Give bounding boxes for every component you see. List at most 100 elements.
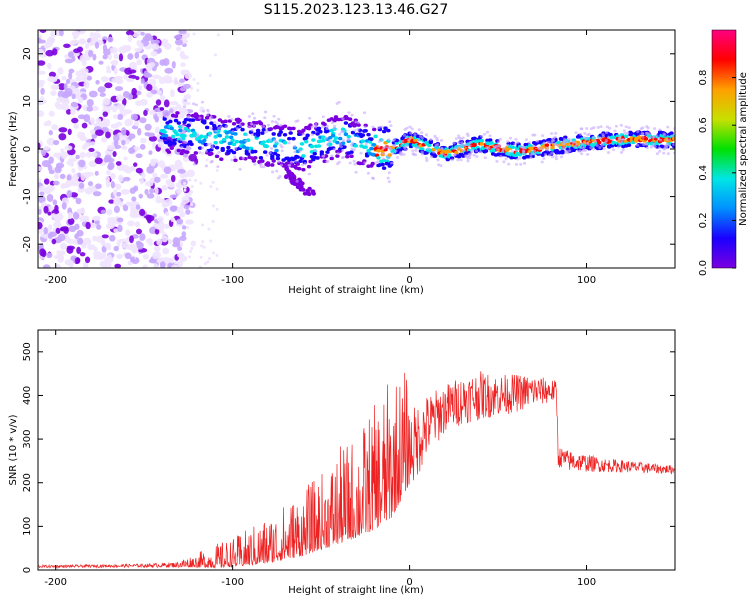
spectrogram-cell bbox=[211, 146, 215, 150]
spectrogram-cell bbox=[338, 132, 342, 136]
spectrogram-cell bbox=[61, 97, 70, 106]
spectrogram-cell bbox=[363, 125, 367, 129]
spectrogram-cell bbox=[200, 244, 204, 248]
spectrogram-cell bbox=[113, 205, 120, 214]
spectrogram-cell bbox=[53, 180, 60, 186]
spectrogram-cell bbox=[436, 158, 440, 162]
spectrogram-cell bbox=[83, 80, 90, 89]
spectrogram-cell bbox=[113, 134, 120, 142]
spectrogram-cell bbox=[652, 142, 656, 146]
colorbar-tick-label: 0.4 bbox=[698, 165, 709, 181]
spectrogram-cell bbox=[39, 248, 46, 257]
spectrogram-cell bbox=[352, 159, 356, 163]
spectrogram-cell bbox=[586, 142, 590, 146]
spectrogram-cell bbox=[659, 138, 663, 142]
spectrogram-cell bbox=[453, 147, 458, 150]
spectrogram-cell bbox=[93, 255, 102, 260]
spectrogram-cell bbox=[459, 158, 463, 162]
spectrogram-cell bbox=[410, 127, 414, 131]
spectrogram-cell bbox=[145, 73, 153, 78]
spectrogram-cell bbox=[83, 114, 91, 123]
spectrogram-cell bbox=[167, 181, 176, 188]
spectrogram-cell bbox=[364, 142, 368, 146]
spectrogram-cell bbox=[174, 160, 183, 168]
spectrogram-cell bbox=[41, 148, 47, 157]
colorbar-tick-label: 0.8 bbox=[698, 70, 709, 86]
spectrogram-cell bbox=[178, 128, 183, 133]
spectrogram-cell bbox=[663, 133, 667, 137]
spectrogram-cell bbox=[78, 159, 86, 168]
spectrogram-cell bbox=[231, 121, 237, 126]
spectrogram-cell bbox=[485, 130, 490, 134]
spectrogram-cell bbox=[139, 117, 147, 124]
spectrogram-cell bbox=[524, 138, 529, 142]
spectrogram-cell bbox=[132, 31, 139, 38]
spectrogram-cell bbox=[252, 124, 256, 127]
spectrogram-cell bbox=[414, 149, 418, 152]
spectrogram-cell bbox=[122, 134, 128, 140]
spectrogram-cell bbox=[363, 161, 367, 165]
spectrogram-cell bbox=[600, 143, 604, 147]
spectrogram-cell bbox=[306, 164, 312, 169]
spectrogram-cell bbox=[268, 138, 272, 142]
spectrogram-cell bbox=[72, 211, 80, 220]
spectrogram-cell bbox=[38, 185, 47, 192]
spectrogram-cell bbox=[386, 176, 390, 180]
spectrogram-cell bbox=[130, 113, 139, 121]
spectrogram-cell bbox=[189, 249, 193, 253]
snr-y-label: SNR (10 * v/v) bbox=[8, 414, 19, 485]
spectrogram-cell bbox=[624, 125, 628, 129]
spectrogram-cell bbox=[114, 199, 119, 206]
spectrogram-cell bbox=[483, 156, 487, 160]
spectrogram-cell bbox=[152, 74, 161, 80]
spectrogram-cell bbox=[202, 138, 207, 143]
spectrogram-cell bbox=[475, 155, 479, 158]
spectrogram-cell bbox=[46, 137, 56, 146]
spectrogram-cell bbox=[54, 204, 59, 212]
spectrogram-cell bbox=[605, 131, 609, 134]
spectrogram-cell bbox=[310, 133, 314, 137]
spectrogram-cell bbox=[134, 221, 141, 228]
spectrogram-cell bbox=[194, 158, 199, 165]
spectrogram-cell bbox=[324, 136, 328, 140]
spectrogram-cell bbox=[516, 157, 520, 161]
spectrogram-cell bbox=[309, 144, 315, 149]
spectrogram-cell bbox=[162, 117, 167, 121]
spectrogram-cell bbox=[181, 196, 190, 205]
spectrogram-cell bbox=[144, 33, 152, 38]
spectrogram-cell bbox=[75, 197, 82, 205]
spectrogram-cell bbox=[54, 165, 62, 174]
spectrogram-cell bbox=[154, 176, 161, 183]
spectrogram-cell bbox=[366, 148, 371, 153]
spectrogram-cell bbox=[274, 148, 279, 153]
spectrogram-cell bbox=[209, 121, 214, 125]
spectrogram-cell bbox=[608, 132, 613, 137]
spectrogram-cell bbox=[260, 159, 265, 163]
spectrogram-cell bbox=[301, 132, 306, 136]
spectrogram-cell bbox=[92, 191, 102, 197]
spectrogram-cell bbox=[295, 155, 300, 159]
spectrogram-cell bbox=[111, 104, 118, 113]
spectrogram-cell bbox=[166, 150, 172, 154]
spectrogram-cell bbox=[46, 252, 53, 259]
spectrogram-cell bbox=[177, 252, 185, 258]
spectrogram-cell bbox=[92, 250, 102, 258]
spectrogram-cell bbox=[73, 173, 78, 179]
spectrogram-cell bbox=[205, 113, 210, 117]
spectrogram-cell bbox=[190, 203, 194, 207]
spectrogram-cell bbox=[545, 146, 550, 150]
spectrogram-cell bbox=[280, 145, 284, 149]
spectrogram-cell bbox=[427, 143, 432, 147]
spectrogram-cell bbox=[207, 257, 211, 261]
spectrogram-cell bbox=[154, 115, 159, 123]
spectrogram-cell bbox=[470, 148, 474, 152]
spectrogram-cell bbox=[112, 59, 118, 67]
spectrogram-cell bbox=[142, 253, 149, 260]
spectrogram-cell bbox=[183, 204, 190, 210]
spectrogram-cell bbox=[639, 127, 643, 131]
spectrogram-cell bbox=[192, 77, 196, 81]
spectrogram-cell bbox=[246, 152, 251, 156]
spectrogram-cell bbox=[174, 39, 184, 46]
spectrogram-cell bbox=[55, 103, 65, 110]
snr-x-ticks: -200 -100 0 100 bbox=[44, 330, 596, 588]
